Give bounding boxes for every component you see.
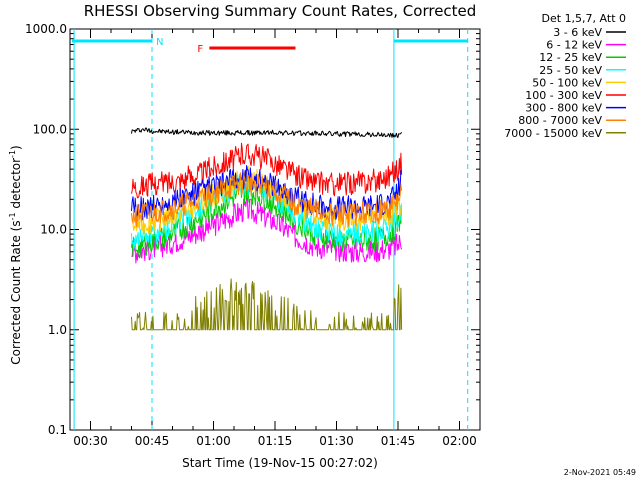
x-tick-label: 00:45	[135, 434, 170, 448]
legend-entry-label: 3 - 6 keV	[553, 26, 602, 39]
x-tick-label: 01:00	[196, 434, 231, 448]
legend-entry-label: 300 - 800 keV	[525, 102, 602, 115]
legend-entry-label: 12 - 25 keV	[539, 51, 602, 64]
y-axis-label: Corrected Count Rate (s-1 detector-1)	[8, 145, 23, 364]
x-tick-label: 01:30	[319, 434, 354, 448]
footer-timestamp: 2-Nov-2021 05:49	[564, 468, 636, 477]
series-line	[131, 172, 403, 227]
x-tick-label: 01:15	[258, 434, 293, 448]
chart-title: RHESSI Observing Summary Count Rates, Co…	[84, 2, 477, 20]
flag-label: F	[197, 44, 203, 55]
y-tick-label: 1000.0	[25, 22, 67, 36]
legend-entry-label: 6 - 12 keV	[546, 39, 602, 52]
series-line	[131, 127, 403, 138]
series-line	[131, 142, 403, 199]
plot-area: 1000.0 100.0 10.0 1.0 0.1 00:30 00:45 01:00 01:1…	[25, 22, 481, 448]
x-tick-label: 00:30	[73, 434, 108, 448]
y-tick-label: 10.0	[40, 223, 67, 237]
y-tick-label: 1.0	[48, 323, 67, 337]
y-tick-label: 100.0	[33, 122, 67, 136]
legend-entry-label: 7000 - 15000 keV	[504, 127, 602, 140]
series-line	[131, 278, 403, 331]
series-line	[131, 197, 403, 264]
legend-entry-label: 800 - 7000 keV	[518, 114, 602, 127]
legend-entry-label: 25 - 50 keV	[539, 64, 602, 77]
x-tick-label: 02:00	[442, 434, 477, 448]
x-axis-label: Start Time (19-Nov-15 00:27:02)	[182, 456, 378, 470]
flag-label: N	[156, 37, 163, 48]
plot-frame	[69, 28, 481, 431]
legend-title: Det 1,5,7, Att 0	[542, 12, 626, 25]
svg-text:Corrected Count Rate (s-1 dete: Corrected Count Rate (s-1 detector-1)	[8, 145, 23, 364]
legend-entry-label: 100 - 300 keV	[525, 89, 602, 102]
legend-entry-label: 50 - 100 keV	[532, 76, 602, 89]
x-tick-label: 01:45	[381, 434, 416, 448]
y-tick-label: 0.1	[48, 423, 67, 437]
